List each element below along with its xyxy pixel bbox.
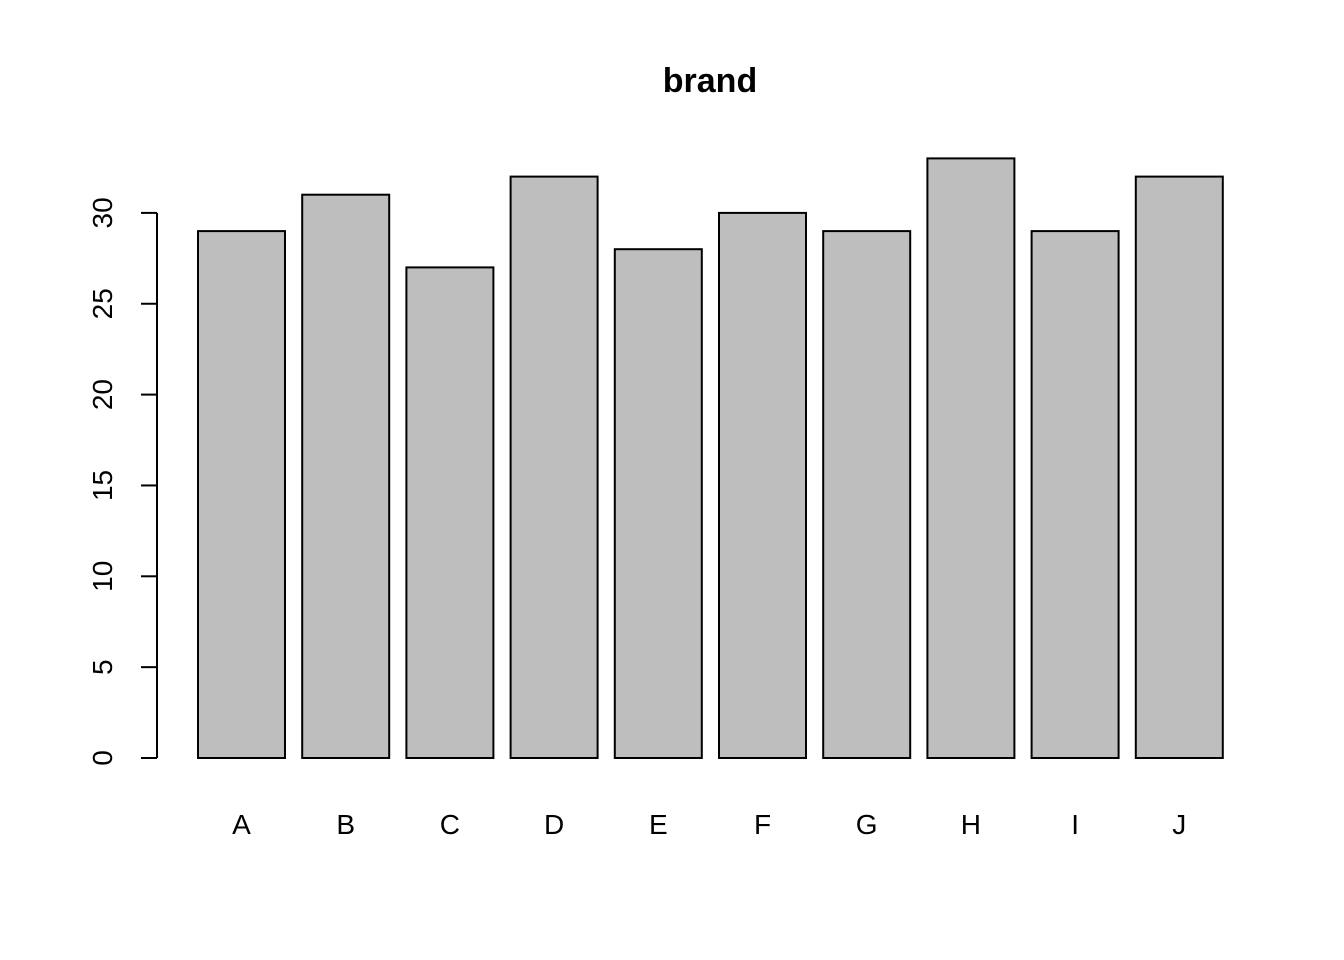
y-tick-label: 30 (87, 197, 118, 228)
bar-I (1030, 230, 1120, 760)
bar-C (405, 266, 495, 759)
bar-G (822, 230, 912, 760)
chart-title: brand (663, 62, 757, 100)
bar-F (718, 211, 807, 759)
x-tick-label: C (440, 809, 460, 840)
x-tick-label: E (649, 809, 668, 840)
x-tick-label: G (856, 809, 878, 840)
bar-A (197, 230, 286, 760)
x-tick-label: F (754, 809, 771, 840)
bars-group (197, 157, 1224, 760)
x-tick-label: H (961, 809, 981, 840)
bar-H (926, 157, 1016, 759)
y-tick-label: 5 (87, 659, 118, 675)
y-tick-label: 10 (87, 561, 118, 592)
bar-B (301, 193, 391, 759)
x-tick-label: B (336, 809, 355, 840)
y-tick-label: 20 (87, 379, 118, 410)
bar-E (613, 248, 703, 759)
bar-J (1134, 175, 1224, 760)
x-tick-label: D (544, 809, 564, 840)
y-tick-label: 0 (87, 750, 118, 766)
x-axis-labels: A B C D E F G H I J (232, 809, 1186, 840)
x-tick-label: I (1071, 809, 1079, 840)
bar-D (509, 175, 599, 760)
x-tick-label: J (1172, 809, 1186, 840)
y-tick-label: 25 (87, 288, 118, 319)
x-tick-label: A (232, 809, 251, 840)
y-tick-label: 15 (87, 470, 118, 501)
y-axis: 0 5 10 15 20 25 30 (87, 197, 158, 766)
